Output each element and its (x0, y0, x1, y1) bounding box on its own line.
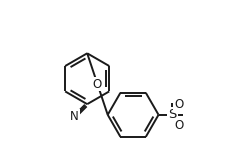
Text: O: O (174, 119, 183, 132)
Text: O: O (174, 98, 183, 111)
Text: S: S (168, 108, 177, 121)
Text: O: O (93, 78, 102, 91)
Text: N: N (70, 110, 79, 123)
